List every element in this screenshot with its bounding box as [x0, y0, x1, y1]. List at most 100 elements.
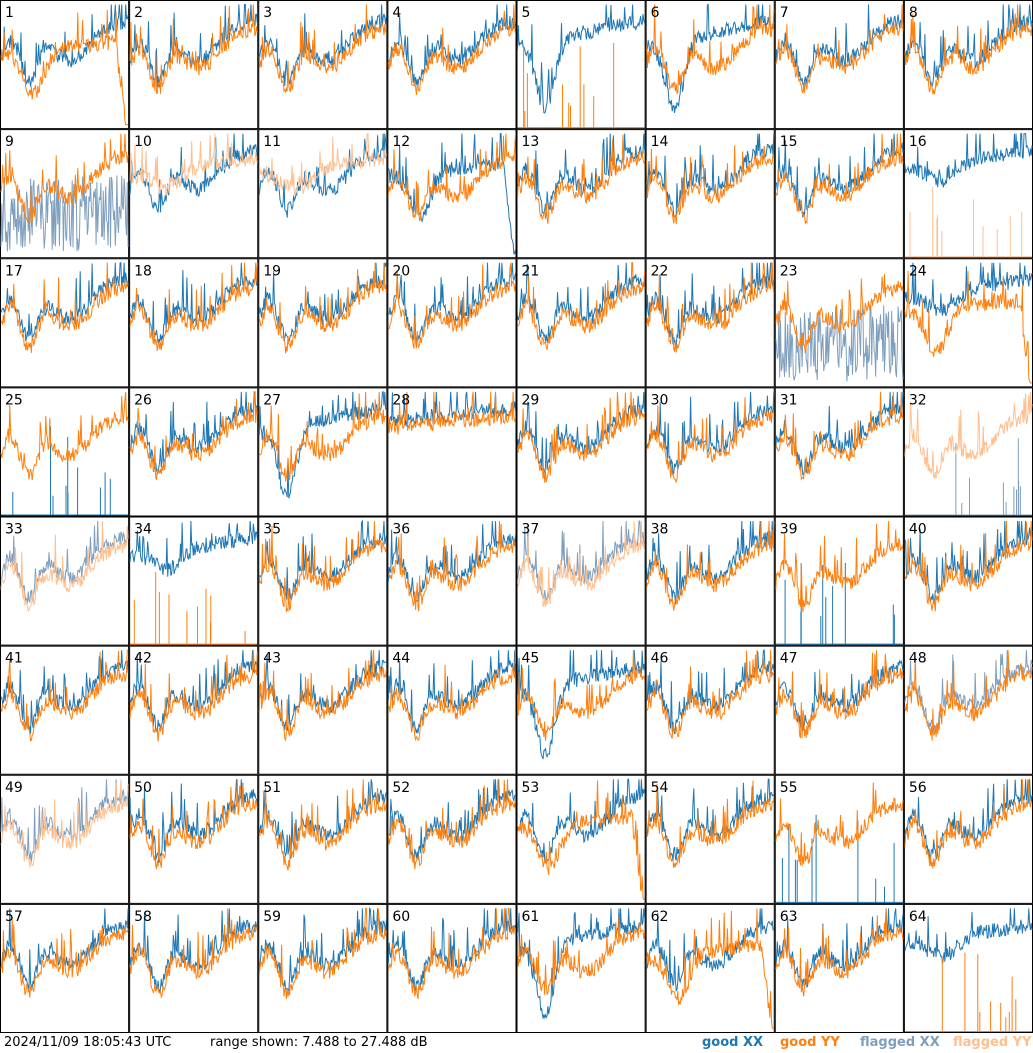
panel-label: 29	[522, 392, 540, 408]
good-xx-line	[387, 133, 516, 255]
panel-label: 35	[263, 522, 281, 538]
panel-label: 59	[263, 909, 281, 925]
panel-label: 44	[392, 651, 410, 667]
panel-label: 6	[651, 5, 660, 21]
flagged-yy-line	[129, 133, 258, 197]
good-yy-line	[0, 391, 129, 481]
good-xx-line	[775, 908, 904, 988]
good-yy-line	[259, 391, 387, 482]
good-yy-line	[904, 270, 1032, 384]
panel: 48	[903, 645, 1033, 775]
panel: 58	[129, 903, 259, 1033]
good-yy-line	[517, 916, 646, 996]
panel-frame	[0, 387, 130, 517]
panel-frame	[129, 129, 259, 259]
panel: 56	[903, 774, 1033, 904]
panel-label: 14	[651, 134, 669, 150]
good-yy-line	[387, 779, 516, 870]
panel: 28	[387, 387, 517, 517]
panel-label: 25	[5, 392, 23, 408]
panel-label: 37	[522, 522, 540, 538]
good-xx-line	[387, 391, 516, 428]
panel-frame	[516, 0, 646, 130]
panel: 35	[258, 516, 388, 646]
good-yy-line	[904, 952, 1032, 1032]
good-xx-line	[775, 133, 904, 218]
range-text: range shown: 7.488 to 27.488 dB	[210, 1035, 428, 1050]
good-yy-line	[646, 397, 775, 483]
panel-label: 51	[263, 780, 281, 796]
panel-label: 28	[392, 392, 410, 408]
good-yy-line	[387, 133, 516, 222]
panel-label: 31	[780, 392, 798, 408]
panel: 60	[387, 903, 517, 1033]
panel-frame	[774, 645, 904, 775]
panel-label: 19	[263, 263, 281, 279]
good-yy-line	[129, 262, 258, 351]
panel: 47	[774, 645, 904, 775]
panel: 24	[903, 258, 1033, 388]
panel-label: 56	[909, 780, 927, 796]
flagged-yy-line	[258, 133, 387, 196]
panel: 59	[258, 903, 388, 1033]
panel-label: 39	[780, 522, 798, 538]
panel: 44	[387, 645, 517, 775]
good-yy-line	[904, 4, 1033, 95]
panel: 2	[129, 0, 259, 130]
panel: 32	[903, 387, 1033, 517]
good-yy-line	[904, 779, 1033, 869]
legend-flagged-yy: flagged YY	[953, 1035, 1032, 1050]
panel-label: 24	[909, 263, 927, 279]
panel-label: 15	[780, 134, 798, 150]
good-xx-line	[904, 908, 1033, 964]
good-xx-line	[517, 778, 646, 864]
good-xx-line	[517, 650, 646, 760]
panel-label: 20	[392, 263, 410, 279]
panel: 15	[774, 129, 904, 259]
panel: 36	[387, 516, 517, 646]
panel: 57	[0, 903, 130, 1033]
panel-label: 32	[909, 392, 927, 408]
good-yy-line	[388, 262, 516, 349]
panel: 1	[0, 0, 130, 130]
flagged-yy-line	[904, 391, 1033, 479]
good-yy-line	[775, 650, 904, 739]
panel: 12	[387, 129, 517, 259]
panel-label: 21	[522, 263, 540, 279]
good-yy-line	[129, 4, 258, 94]
good-yy-line	[775, 274, 904, 354]
good-xx-line	[646, 908, 775, 992]
panel: 18	[129, 258, 259, 388]
panel: 53	[516, 774, 646, 904]
panel: 11	[258, 129, 388, 259]
good-yy-line	[775, 391, 904, 482]
panel-label: 49	[5, 780, 23, 796]
panel-label: 63	[780, 909, 798, 925]
good-yy-line	[646, 4, 775, 95]
good-yy-line	[646, 520, 775, 611]
panel: 23	[774, 258, 904, 388]
good-yy-line	[130, 571, 258, 645]
good-xx-line	[129, 133, 258, 214]
good-xx-line	[387, 520, 516, 604]
panel: 7	[774, 0, 904, 130]
good-yy-line	[258, 262, 387, 354]
panel: 27	[258, 387, 388, 517]
good-yy-line	[129, 392, 258, 481]
good-yy-line	[904, 650, 1033, 741]
panel-label: 36	[392, 522, 410, 538]
panel-label: 52	[392, 780, 410, 796]
panel: 21	[516, 258, 646, 388]
panel-label: 53	[522, 780, 540, 796]
good-yy-line	[258, 520, 387, 613]
panel-label: 3	[263, 5, 272, 21]
panel-label: 12	[392, 134, 410, 150]
panel: 40	[903, 516, 1033, 646]
panel: 38	[645, 516, 775, 646]
panel-label: 54	[651, 780, 669, 796]
panel: 45	[516, 645, 646, 775]
panel: 49	[0, 774, 130, 904]
panel-label: 55	[780, 780, 798, 796]
legend-good-yy: good YY	[780, 1035, 840, 1050]
panel-label: 58	[134, 909, 152, 925]
